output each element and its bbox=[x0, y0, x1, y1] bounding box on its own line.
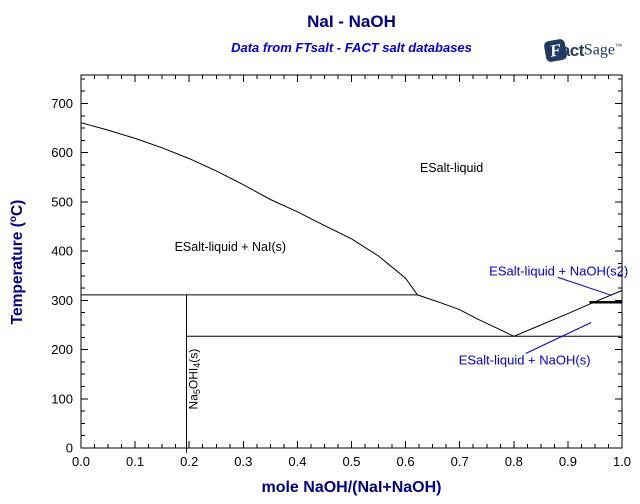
x-tick-label: 0.1 bbox=[126, 454, 144, 469]
leader-naoh-s2 bbox=[557, 276, 612, 296]
x-tick-label: 0.6 bbox=[397, 454, 415, 469]
plot-border bbox=[80, 74, 623, 449]
x-tick-label: 1.0 bbox=[613, 454, 631, 469]
y-tick-label: 700 bbox=[51, 96, 73, 111]
factsage-logo: FactSage™ bbox=[543, 38, 622, 64]
y-tick-label: 0 bbox=[66, 441, 73, 456]
x-tick-label: 0.0 bbox=[72, 454, 90, 469]
y-tick-label: 500 bbox=[51, 194, 73, 209]
compound-label-na5ohi4: Na5OHI4(s) bbox=[186, 349, 202, 410]
x-tick-label: 0.7 bbox=[451, 454, 469, 469]
y-tick-label: 400 bbox=[51, 244, 73, 259]
x-tick-label: 0.5 bbox=[342, 454, 360, 469]
x-tick-label: 0.4 bbox=[288, 454, 306, 469]
x-tick-label: 0.8 bbox=[505, 454, 523, 469]
y-tick-label: 600 bbox=[51, 145, 73, 160]
chart-subtitle: Data from FTsalt - FACT salt databases bbox=[231, 40, 472, 55]
chart-title: NaI - NaOH bbox=[307, 12, 396, 31]
factsage-logo-sage: Sage bbox=[583, 41, 615, 59]
factsage-logo-trademark: ™ bbox=[615, 43, 622, 51]
x-axis-title: mole NaOH/(NaI+NaOH) bbox=[261, 479, 441, 496]
x-tick-label: 0.9 bbox=[559, 454, 577, 469]
x-tick-label: 0.2 bbox=[180, 454, 198, 469]
boundary-liquidus bbox=[80, 122, 623, 337]
region-label-3: ESalt-liquid + NaOH(s) bbox=[459, 352, 591, 367]
x-tick-label: 0.3 bbox=[234, 454, 252, 469]
y-axis-title: Temperature (oC) bbox=[8, 200, 26, 325]
leader-naoh-s bbox=[525, 322, 592, 354]
region-label-1: ESalt-liquid + NaI(s) bbox=[175, 240, 287, 254]
y-tick-label: 200 bbox=[51, 342, 73, 357]
y-tick-label: 300 bbox=[51, 293, 73, 308]
y-tick-label: 100 bbox=[51, 391, 73, 406]
region-label-2: ESalt-liquid + NaOH(s2) bbox=[489, 263, 628, 278]
region-label-0: ESalt-liquid bbox=[420, 161, 483, 175]
